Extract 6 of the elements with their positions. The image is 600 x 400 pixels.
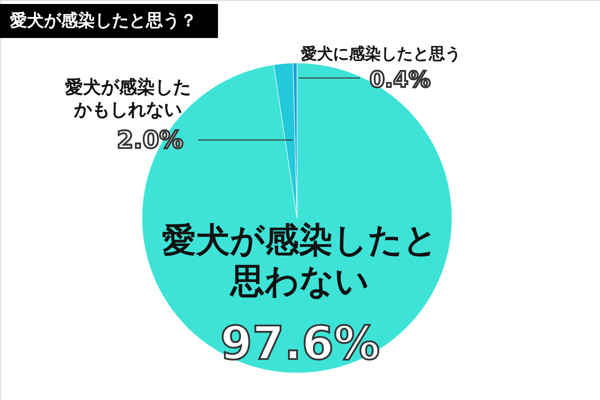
data-label: 97.6% [220,316,380,370]
slice-label: 愛犬に感染したと思う [301,44,461,63]
chart-title: 愛犬が感染したと思う？ [10,11,197,31]
data-label: 0.4% [369,68,431,93]
slice-label: 愛犬が感染したと思わない [162,220,438,302]
slice-label: 愛犬が感染したかもしれない [65,77,191,120]
